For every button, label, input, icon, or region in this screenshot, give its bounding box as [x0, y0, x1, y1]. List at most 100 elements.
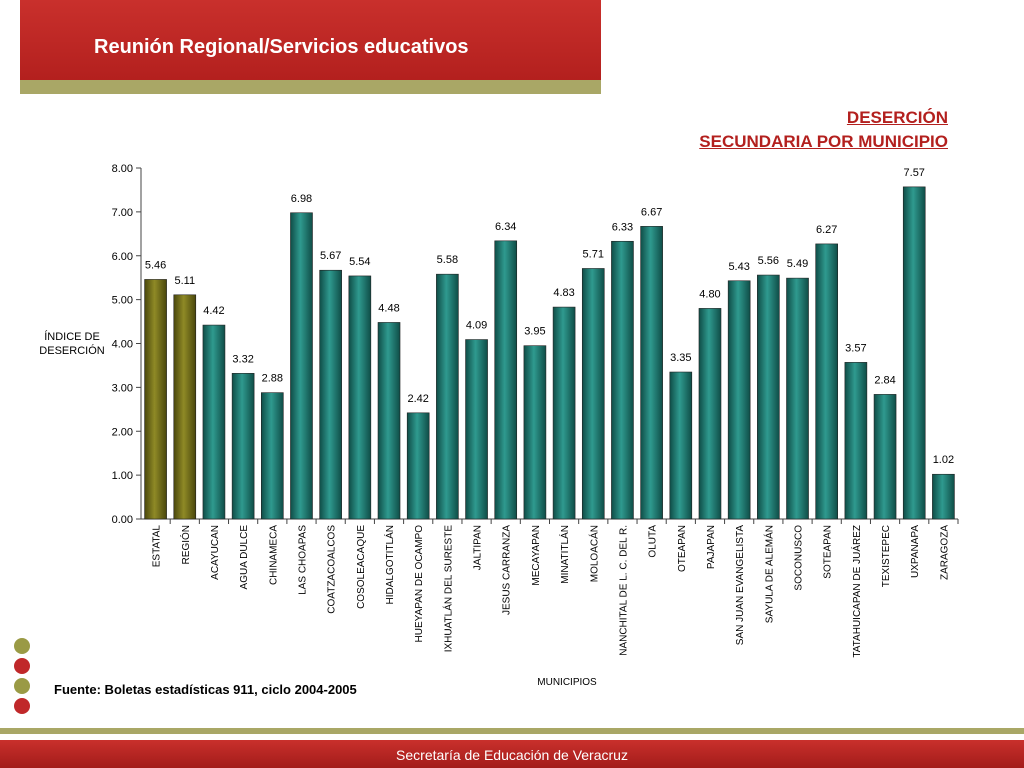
bar — [873, 394, 897, 520]
data-label: 6.34 — [495, 221, 516, 233]
bar — [494, 240, 518, 520]
bar — [640, 226, 663, 520]
data-label: 3.57 — [845, 342, 866, 354]
x-tick-label: SOCONUSCO — [794, 525, 805, 591]
y-tick-label: 4.00 — [112, 339, 133, 351]
bar — [932, 473, 955, 520]
y-tick-label: 3.00 — [112, 382, 133, 394]
bar — [319, 269, 342, 520]
y-tick-label: 6.00 — [112, 251, 133, 263]
data-label: 5.54 — [349, 256, 370, 268]
x-tick-label: ESTATAL — [152, 525, 163, 568]
data-label: 4.83 — [553, 287, 574, 299]
data-label: 6.27 — [816, 224, 837, 236]
bar — [523, 345, 547, 520]
dot-icon — [14, 638, 30, 654]
data-label: 4.48 — [378, 302, 399, 314]
data-label: 5.56 — [758, 255, 779, 267]
bar — [377, 322, 401, 520]
data-label: 4.42 — [203, 305, 224, 317]
bar — [465, 339, 488, 520]
x-tick-label: UXPANAPA — [910, 525, 921, 578]
data-label: 5.49 — [787, 258, 808, 270]
bar — [757, 274, 780, 520]
page-title: Reunión Regional/Servicios educativos — [94, 36, 469, 58]
y-tick-label: 5.00 — [112, 295, 133, 307]
dot-icon — [14, 658, 30, 674]
y-axis-label: ÍNDICE DE — [44, 330, 100, 343]
x-tick-label: ACAYUCAN — [210, 525, 221, 580]
x-tick-label: COSOLEACAQUE — [356, 525, 367, 609]
y-tick-label: 8.00 — [112, 163, 133, 175]
x-tick-label: SOTEAPAN — [823, 525, 834, 579]
bar — [290, 212, 313, 520]
bar — [144, 279, 167, 520]
bar — [786, 277, 809, 520]
data-label: 4.80 — [699, 288, 720, 300]
x-tick-label: TATAHUICAPAN DE JUÁREZ — [850, 525, 863, 658]
bar — [552, 306, 576, 520]
bar — [202, 324, 226, 520]
data-label: 5.11 — [174, 275, 195, 287]
chart-title-line-2: SECUNDARIA POR MUNICIPIO — [699, 132, 948, 151]
x-tick-label: MECAYAPAN — [531, 525, 542, 586]
data-label: 1.02 — [933, 454, 954, 466]
dot-icon — [14, 698, 30, 714]
bar — [815, 243, 838, 520]
bar — [611, 240, 634, 520]
x-tick-label: REGIÓN — [179, 525, 192, 564]
bar — [261, 392, 284, 520]
data-label: 2.88 — [262, 373, 283, 385]
x-tick-label: ZARAGOZA — [939, 525, 950, 580]
data-label: 4.09 — [466, 320, 487, 332]
data-label: 3.32 — [232, 353, 253, 365]
x-tick-label: MOLOACÁN — [587, 525, 600, 582]
bar — [436, 273, 459, 520]
chart-title: DESERCIÓN SECUNDARIA POR MUNICIPIO — [699, 106, 948, 154]
x-tick-label: OLUTA — [648, 525, 659, 558]
bar — [173, 294, 197, 520]
bar — [727, 280, 751, 520]
x-tick-label: HUEYAPAN DE OCAMPO — [414, 525, 425, 643]
chart-title-line-1: DESERCIÓN — [846, 108, 948, 127]
footer-accent-bar — [0, 728, 1024, 734]
x-tick-label: JESUS CARRANZA — [502, 525, 513, 615]
x-tick-label: MINATITLÁN — [558, 525, 571, 584]
data-label: 2.42 — [407, 393, 428, 405]
bar — [669, 371, 693, 520]
decorative-dots — [14, 638, 32, 718]
y-tick-label: 2.00 — [112, 426, 133, 438]
bar — [844, 362, 868, 520]
footer-text: Secretaría de Educación de Veracruz — [396, 747, 628, 763]
x-tick-label: CHINAMECA — [268, 525, 279, 585]
y-axis-label: DESERCIÓN — [39, 344, 104, 357]
data-label: 6.98 — [291, 193, 312, 205]
x-tick-label: SAN JUAN EVANGELISTA — [735, 525, 746, 646]
bar — [231, 373, 255, 520]
data-label: 7.57 — [904, 167, 925, 179]
x-tick-label: HIDALGOTITLÁN — [383, 525, 396, 604]
x-tick-label: OTEAPAN — [677, 525, 688, 572]
data-label: 5.43 — [728, 261, 749, 273]
x-tick-label: PAJAPAN — [706, 525, 717, 569]
x-axis-label: MUNICIPIOS — [537, 677, 597, 688]
bar — [406, 412, 430, 520]
data-label: 3.35 — [670, 352, 691, 364]
data-label: 3.95 — [524, 326, 545, 338]
x-tick-label: JALTIPAN — [473, 525, 484, 570]
x-tick-label: COATZACOALCOS — [327, 525, 338, 614]
data-label: 6.67 — [641, 206, 662, 218]
header-accent-bar — [20, 80, 601, 94]
data-label: 6.33 — [612, 221, 633, 233]
bar — [902, 186, 926, 520]
y-tick-label: 7.00 — [112, 207, 133, 219]
header-band — [20, 0, 601, 80]
x-tick-label: SAYULA DE ALEMÁN — [762, 525, 775, 623]
source-note: Fuente: Boletas estadísticas 911, ciclo … — [54, 682, 357, 697]
data-label: 2.84 — [874, 374, 895, 386]
data-label: 5.58 — [437, 254, 458, 266]
bar — [698, 308, 722, 520]
data-label: 5.71 — [583, 248, 604, 260]
x-tick-label: NANCHITAL DE L. C. DEL R. — [618, 525, 629, 656]
